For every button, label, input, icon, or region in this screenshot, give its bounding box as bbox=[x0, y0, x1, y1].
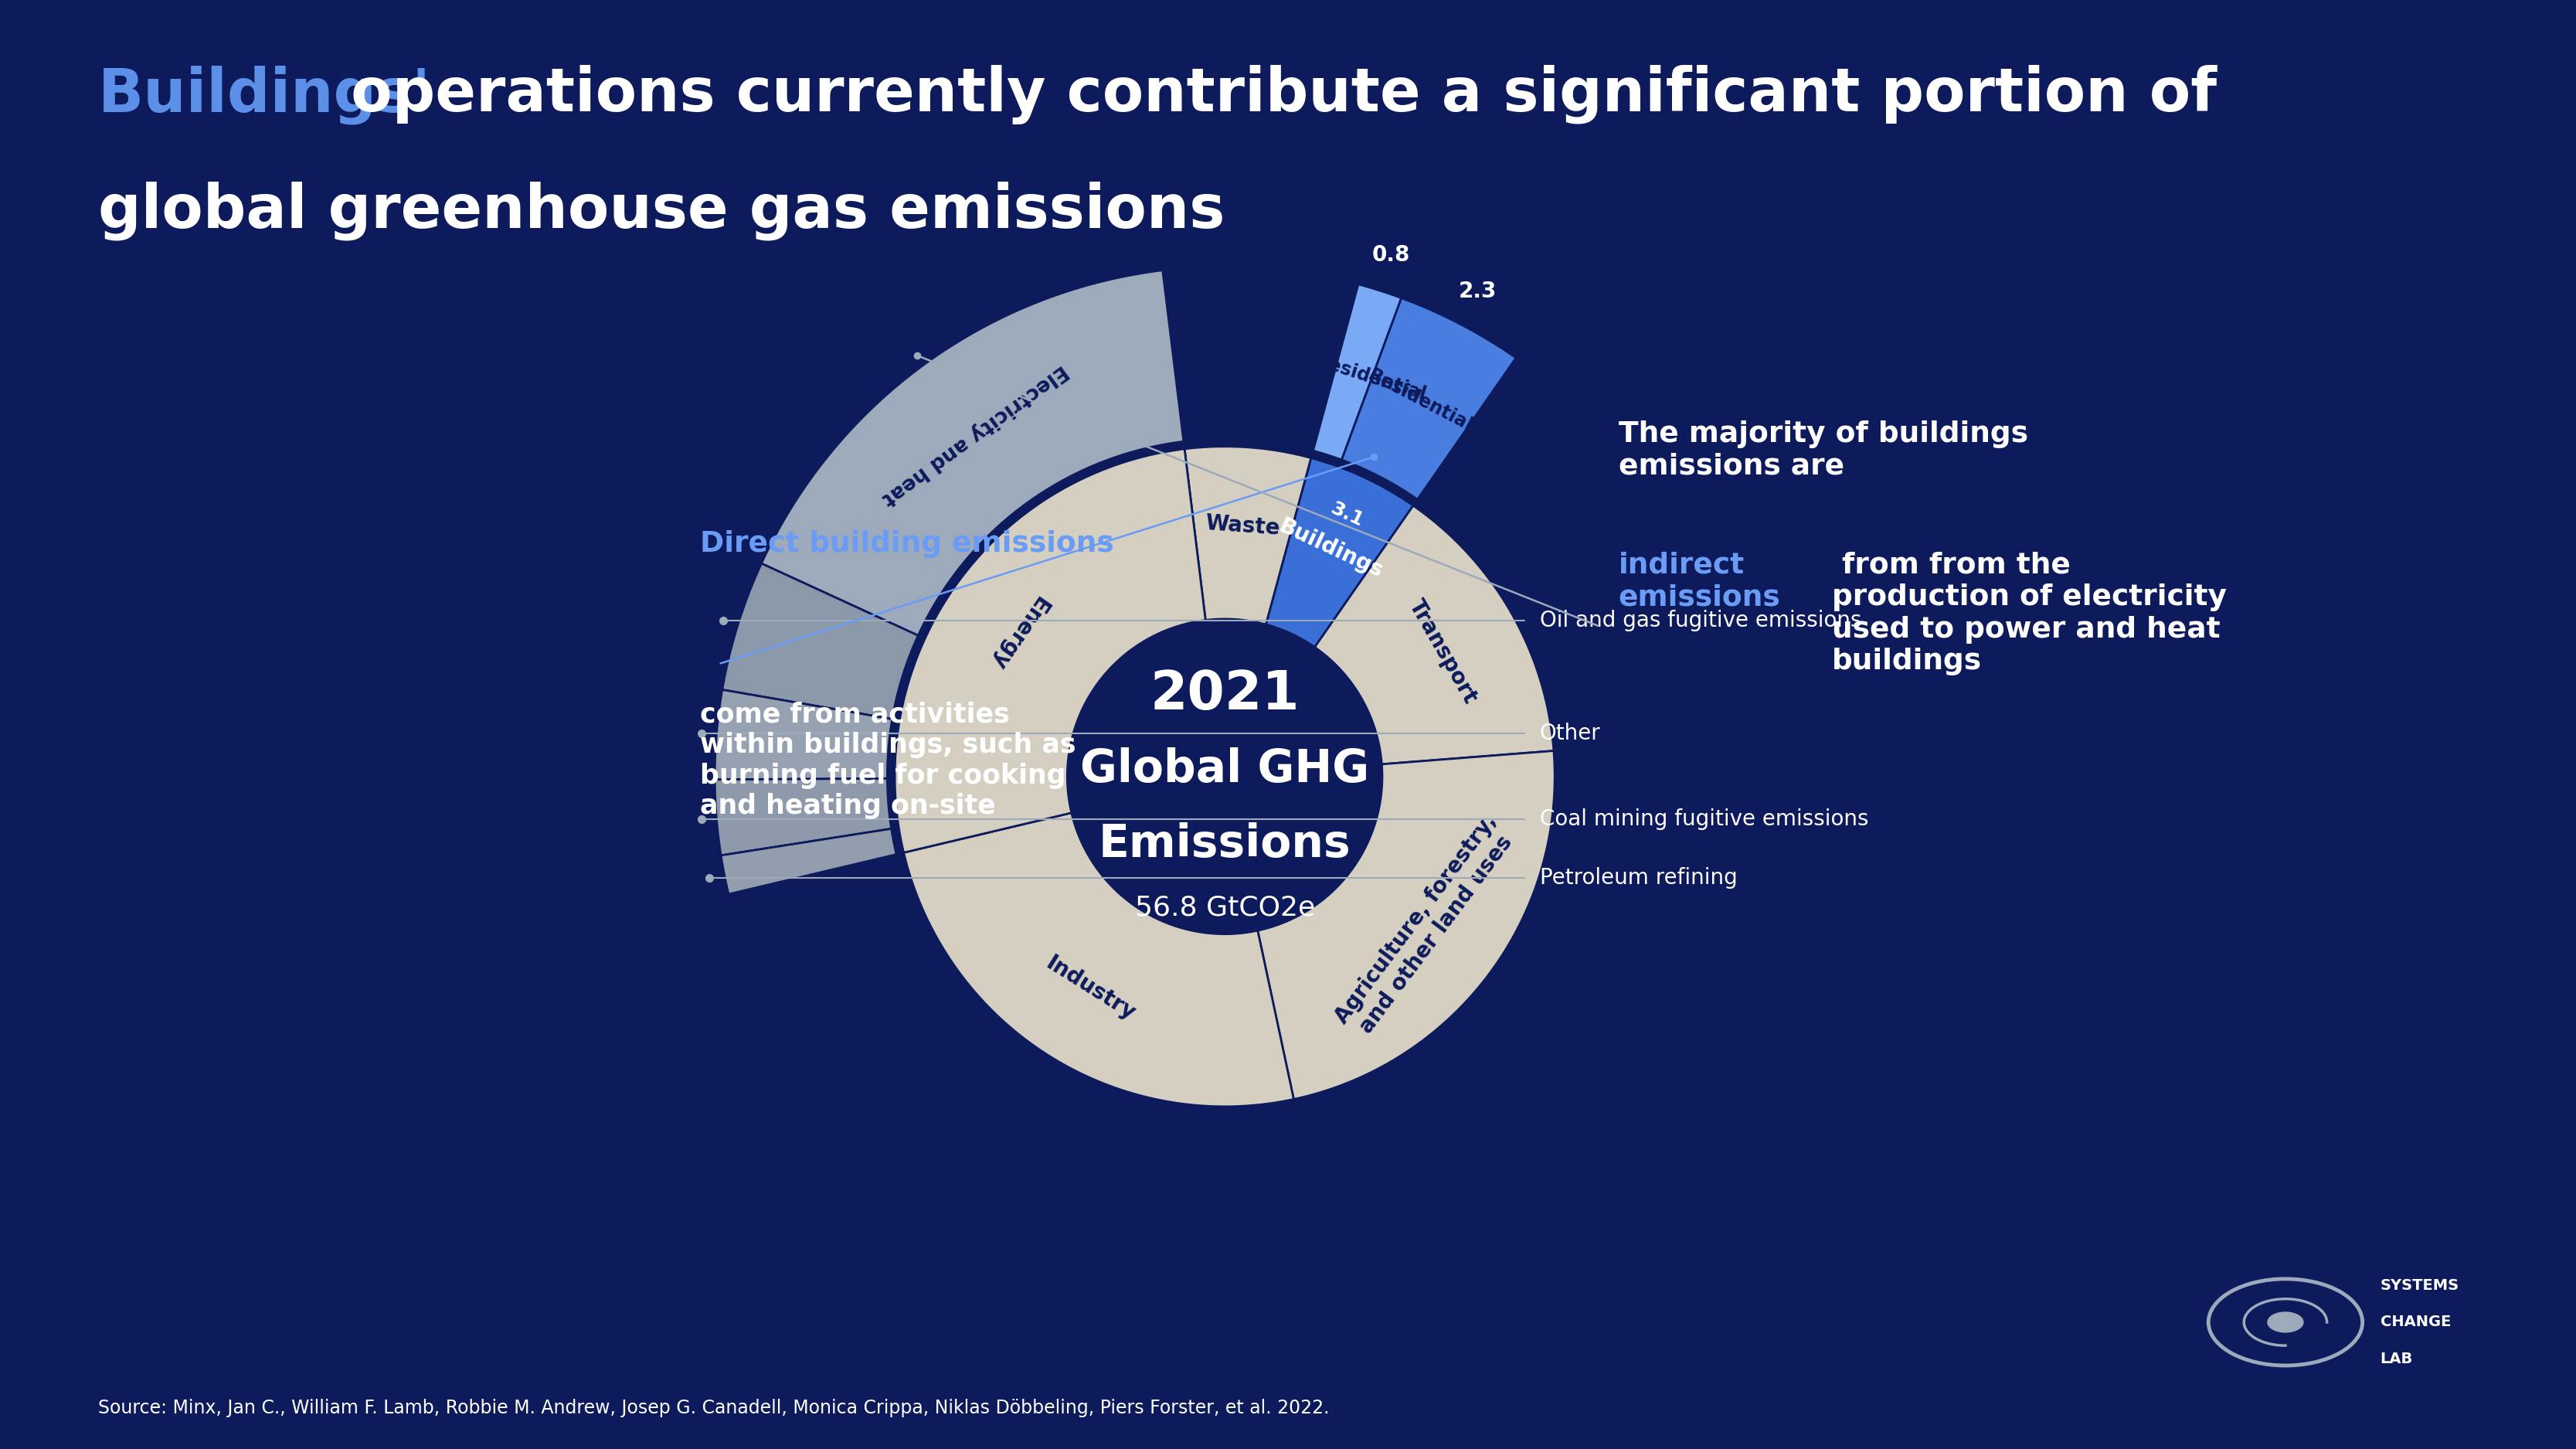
Text: SYSTEMS: SYSTEMS bbox=[2380, 1278, 2460, 1293]
Text: Residential: Residential bbox=[1365, 365, 1476, 436]
Text: global greenhouse gas emissions: global greenhouse gas emissions bbox=[98, 181, 1224, 241]
Text: Source: Minx, Jan C., William F. Lamb, Robbie M. Andrew, Josep G. Canadell, Moni: Source: Minx, Jan C., William F. Lamb, R… bbox=[98, 1398, 1329, 1417]
Polygon shape bbox=[894, 449, 1206, 852]
Text: Nonresidential: Nonresidential bbox=[1278, 341, 1430, 404]
Text: Direct building emissions: Direct building emissions bbox=[701, 530, 1113, 558]
Text: Waste: Waste bbox=[1206, 513, 1280, 539]
Text: The majority of buildings
emissions are: The majority of buildings emissions are bbox=[1618, 420, 2027, 480]
Text: Buildings': Buildings' bbox=[98, 65, 430, 125]
Text: Oil and gas fugitive emissions: Oil and gas fugitive emissions bbox=[1540, 610, 1862, 632]
Text: Coal mining fugitive emissions: Coal mining fugitive emissions bbox=[1540, 809, 1868, 830]
Text: Industry: Industry bbox=[1041, 952, 1139, 1024]
Text: 3.1: 3.1 bbox=[1327, 498, 1365, 530]
Text: Energy: Energy bbox=[987, 593, 1051, 674]
Polygon shape bbox=[1314, 506, 1553, 764]
Polygon shape bbox=[721, 564, 917, 719]
Text: Agriculture, forestry,
and other land uses: Agriculture, forestry, and other land us… bbox=[1332, 810, 1522, 1043]
Polygon shape bbox=[1342, 298, 1517, 500]
Text: 2.3: 2.3 bbox=[1458, 280, 1497, 301]
Circle shape bbox=[2267, 1313, 2303, 1332]
Polygon shape bbox=[904, 813, 1293, 1107]
Circle shape bbox=[1066, 619, 1383, 935]
Polygon shape bbox=[1185, 446, 1311, 625]
Polygon shape bbox=[721, 829, 896, 894]
Text: 0.8: 0.8 bbox=[1373, 243, 1412, 265]
Polygon shape bbox=[714, 778, 891, 855]
Polygon shape bbox=[714, 690, 891, 780]
Text: 2021: 2021 bbox=[1149, 668, 1298, 720]
Text: CHANGE: CHANGE bbox=[2380, 1314, 2450, 1330]
Polygon shape bbox=[1257, 751, 1556, 1100]
Text: Emissions: Emissions bbox=[1097, 822, 1350, 867]
Text: Buildings: Buildings bbox=[1275, 516, 1386, 582]
Text: operations currently contribute a significant portion of: operations currently contribute a signif… bbox=[330, 65, 2215, 125]
Text: Global GHG: Global GHG bbox=[1079, 748, 1370, 791]
Text: 56.8 GtCO2e: 56.8 GtCO2e bbox=[1133, 894, 1314, 922]
Text: Petroleum refining: Petroleum refining bbox=[1540, 867, 1736, 888]
Text: Electricity and heat: Electricity and heat bbox=[878, 359, 1072, 509]
Polygon shape bbox=[762, 271, 1182, 636]
Text: Other: Other bbox=[1540, 723, 1600, 743]
Polygon shape bbox=[1314, 284, 1401, 459]
Text: Transport: Transport bbox=[1404, 596, 1481, 707]
Text: indirect
emissions: indirect emissions bbox=[1618, 552, 1780, 611]
Polygon shape bbox=[1265, 458, 1414, 648]
Text: come from activities
within buildings, such as
burning fuel for cooking
and heat: come from activities within buildings, s… bbox=[701, 701, 1077, 819]
Text: from from the
production of electricity
used to power and heat
buildings: from from the production of electricity … bbox=[1832, 552, 2228, 675]
Text: LAB: LAB bbox=[2380, 1352, 2414, 1366]
